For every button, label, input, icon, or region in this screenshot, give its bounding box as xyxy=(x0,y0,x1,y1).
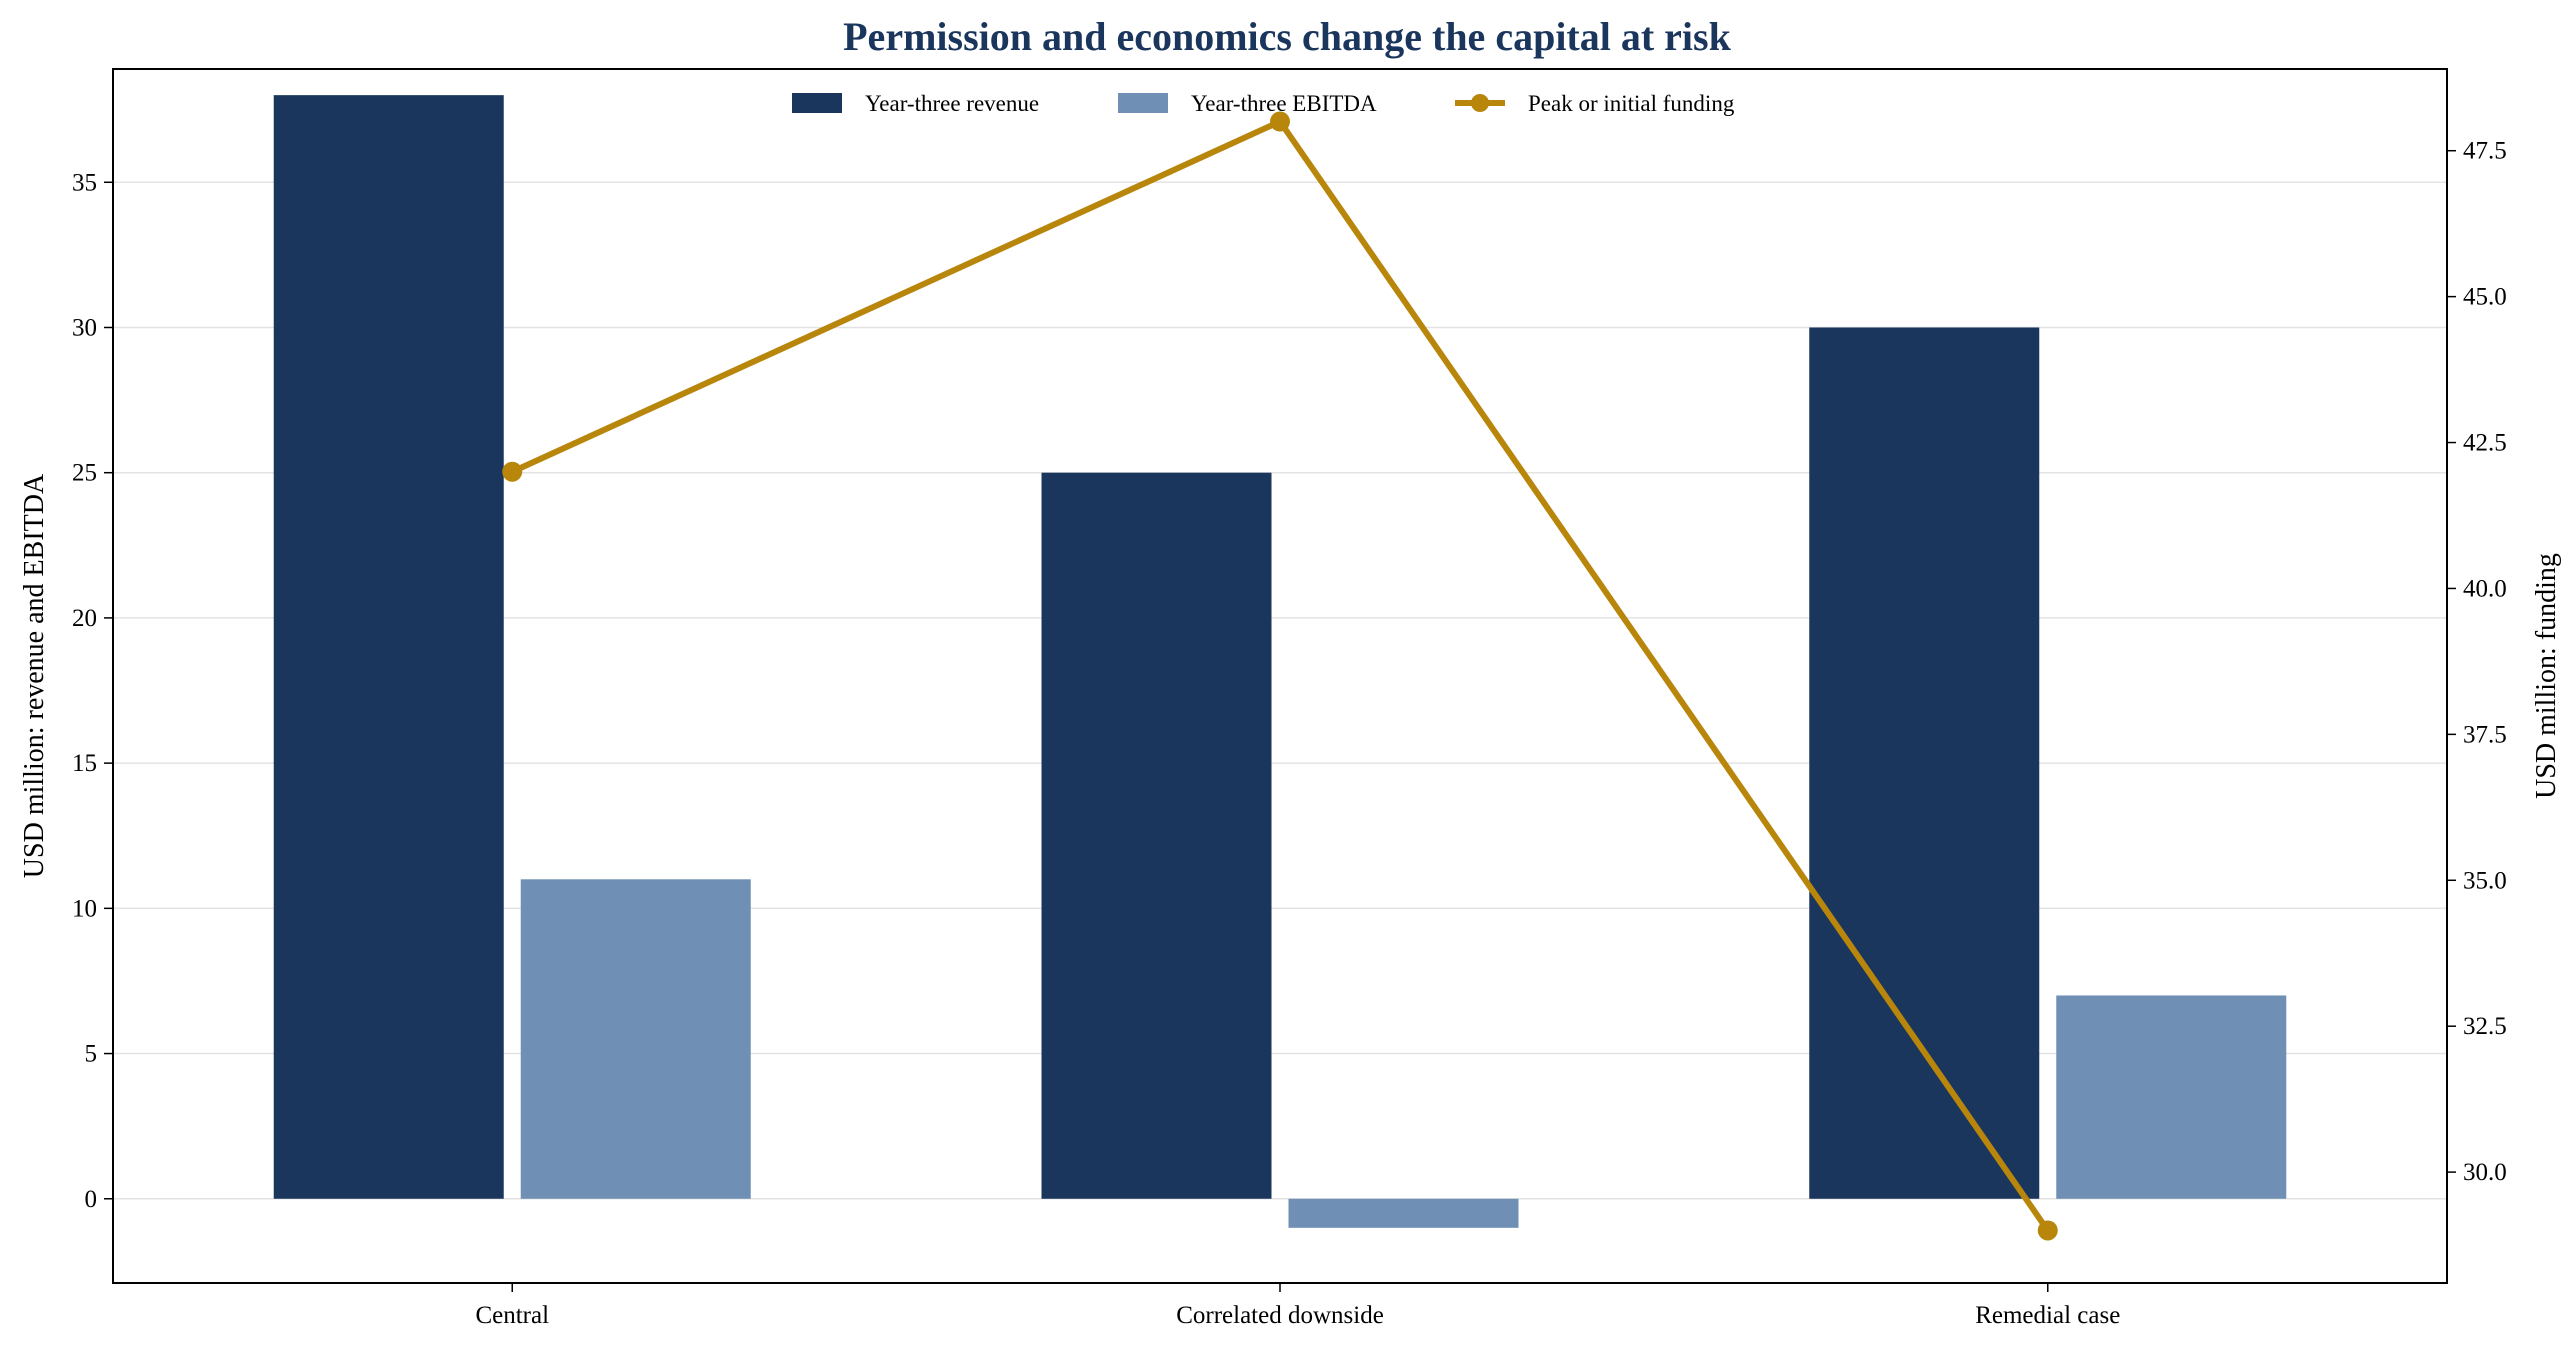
y2-tick-label: 47.5 xyxy=(2463,138,2507,165)
x-tick-label: Remedial case xyxy=(1975,1302,2120,1329)
legend-label: Peak or initial funding xyxy=(1528,91,1735,116)
line-point xyxy=(1270,111,1290,132)
bars-layer xyxy=(273,95,2287,1228)
y-tick-label: 15 xyxy=(72,750,97,777)
y2-tick-label: 45.0 xyxy=(2463,284,2507,311)
y2-tick-label: 32.5 xyxy=(2463,1013,2507,1040)
bar xyxy=(1041,472,1272,1199)
line-layer xyxy=(502,111,2058,1241)
y2-tick-label: 42.5 xyxy=(2463,430,2507,457)
chart-title: Permission and economics change the capi… xyxy=(843,14,1731,59)
legend-label: Year-three revenue xyxy=(865,91,1039,116)
bar xyxy=(2056,995,2287,1199)
bar xyxy=(1809,327,2040,1199)
bar xyxy=(520,879,751,1199)
legend-swatch xyxy=(792,93,842,113)
legend: Year-three revenue Year-three EBITDA Peak … xyxy=(792,91,1735,116)
y-tick-label: 35 xyxy=(72,169,97,196)
line-point xyxy=(2037,1220,2058,1241)
y-tick-label: 30 xyxy=(72,314,97,341)
legend-swatch xyxy=(1118,93,1168,113)
bar xyxy=(1288,1198,1519,1228)
y-tick-label: 20 xyxy=(72,605,97,632)
y2-tick-label: 35.0 xyxy=(2463,867,2507,894)
y2-tick-label: 37.5 xyxy=(2463,721,2507,748)
y-axis-label-right: USD million: funding xyxy=(2531,553,2562,799)
axes-layer: 0 5 10 15 20 25 30 35 30.0 32.5 35.0 37.5 40.0 42.5 45… xyxy=(72,138,2507,1329)
x-tick-label: Central xyxy=(475,1302,549,1329)
legend-label: Year-three EBITDA xyxy=(1191,91,1377,116)
line-point xyxy=(502,461,523,482)
legend-marker xyxy=(1471,94,1489,112)
x-tick-label: Correlated downside xyxy=(1176,1302,1384,1329)
y-tick-label: 10 xyxy=(72,895,97,922)
y-tick-label: 5 xyxy=(85,1041,98,1068)
y-tick-label: 25 xyxy=(72,460,97,487)
y-tick-label: 0 xyxy=(85,1186,98,1213)
y2-tick-label: 40.0 xyxy=(2463,575,2507,602)
y2-tick-label: 30.0 xyxy=(2463,1159,2507,1186)
bar xyxy=(273,95,504,1199)
y-axis-label-left: USD million: revenue and EBITDA xyxy=(19,473,50,878)
